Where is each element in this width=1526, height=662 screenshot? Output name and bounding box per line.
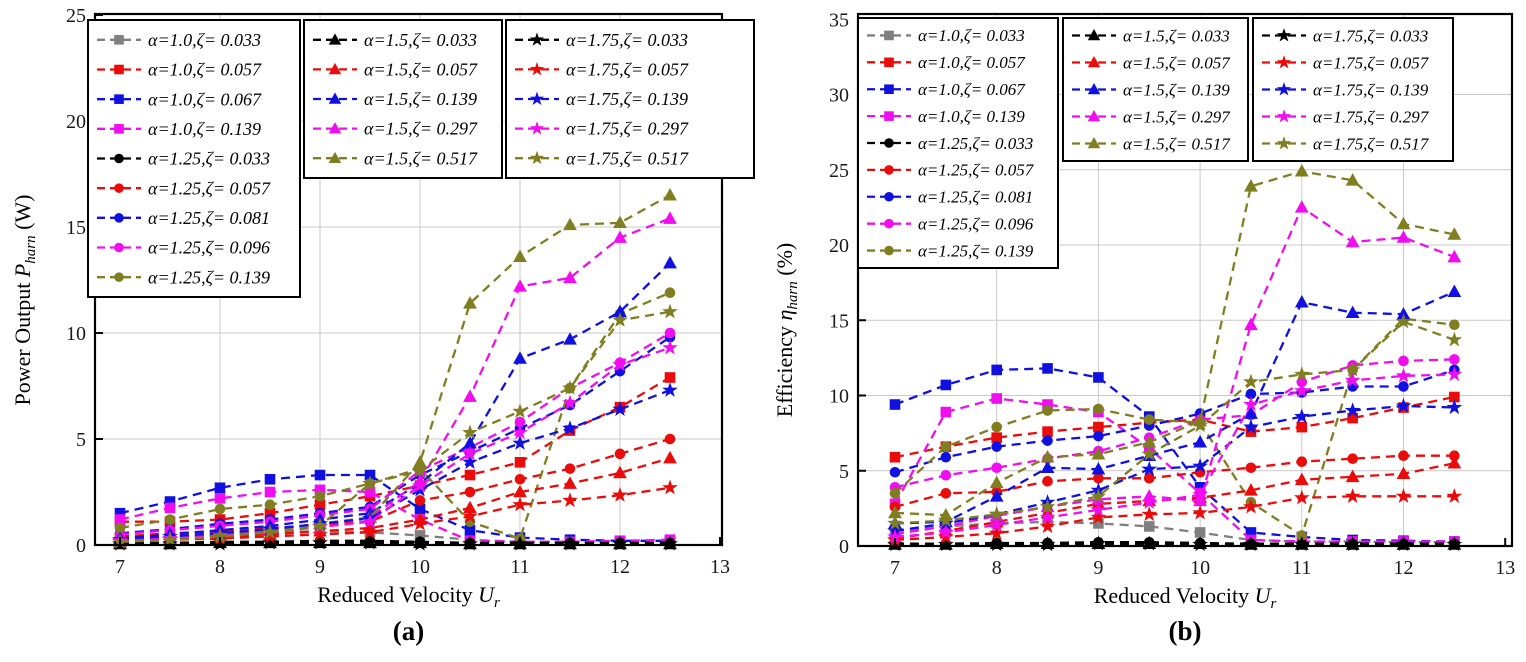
svg-text:α=1.0,ζ= 0.067: α=1.0,ζ= 0.067 [148,89,262,109]
efficiency-chart: 7 8 9 10 11 12 13 0 5 10 15 20 25 30 35 Reduced Velocit… [772,9,1515,612]
svg-text:0: 0 [76,535,86,557]
svg-text:α=1.5,ζ= 0.057: α=1.5,ζ= 0.057 [1123,53,1231,72]
svg-text:α=1.25,ζ= 0.033: α=1.25,ζ= 0.033 [148,149,270,169]
svg-text:10: 10 [66,323,86,345]
svg-text:α=1.25,ζ= 0.081: α=1.25,ζ= 0.081 [918,188,1033,207]
svg-text:α=1.75,ζ= 0.517: α=1.75,ζ= 0.517 [1313,134,1430,153]
svg-text:8: 8 [215,556,225,578]
svg-text:α=1.25,ζ= 0.139: α=1.25,ζ= 0.139 [918,241,1034,260]
svg-text:Power Output Pharn (W): Power Output Pharn (W) [10,194,39,405]
svg-text:13: 13 [1495,557,1515,579]
svg-text:α=1.5,ζ= 0.033: α=1.5,ζ= 0.033 [1123,26,1230,45]
svg-text:α=1.0,ζ= 0.057: α=1.0,ζ= 0.057 [148,60,262,80]
svg-text:30: 30 [829,85,849,107]
svg-text:12: 12 [610,556,630,578]
svg-text:α=1.25,ζ= 0.096: α=1.25,ζ= 0.096 [148,238,270,258]
svg-text:11: 11 [1292,557,1311,579]
svg-text:α=1.5,ζ= 0.033: α=1.5,ζ= 0.033 [364,30,477,50]
svg-text:5: 5 [839,461,849,483]
svg-text:α=1.5,ζ= 0.517: α=1.5,ζ= 0.517 [1123,134,1231,153]
svg-text:α=1.75,ζ= 0.033: α=1.75,ζ= 0.033 [1313,26,1428,45]
svg-text:9: 9 [315,556,325,578]
svg-text:α=1.0,ζ= 0.067: α=1.0,ζ= 0.067 [918,80,1026,99]
svg-text:α=1.25,ζ= 0.081: α=1.25,ζ= 0.081 [148,208,270,228]
svg-text:α=1.75,ζ= 0.139: α=1.75,ζ= 0.139 [1313,80,1429,99]
svg-text:α=1.75,ζ= 0.057: α=1.75,ζ= 0.057 [566,60,689,80]
svg-text:α=1.5,ζ= 0.139: α=1.5,ζ= 0.139 [364,89,477,109]
svg-text:7: 7 [115,556,125,578]
svg-text:α=1.75,ζ= 0.033: α=1.75,ζ= 0.033 [566,30,688,50]
svg-text:α=1.0,ζ= 0.139: α=1.0,ζ= 0.139 [148,119,261,139]
svg-text:α=1.5,ζ= 0.297: α=1.5,ζ= 0.297 [364,119,478,139]
power-output-chart: 7 8 9 10 11 12 13 0 5 10 15 20 25 Reduced Velocity Ur… [10,5,755,611]
svg-text:9: 9 [1093,557,1103,579]
svg-text:10: 10 [1190,557,1210,579]
svg-text:8: 8 [992,557,1002,579]
svg-text:α=1.75,ζ= 0.057: α=1.75,ζ= 0.057 [1313,53,1430,72]
svg-text:Reduced Velocity Ur: Reduced Velocity Ur [1094,583,1277,612]
svg-text:α=1.75,ζ= 0.517: α=1.75,ζ= 0.517 [566,148,689,168]
svg-text:35: 35 [829,9,849,31]
svg-text:α=1.25,ζ= 0.057: α=1.25,ζ= 0.057 [918,161,1035,180]
svg-text:α=1.0,ζ= 0.057: α=1.0,ζ= 0.057 [918,53,1026,72]
svg-text:Reduced Velocity Ur: Reduced Velocity Ur [317,582,500,611]
svg-text:20: 20 [829,235,849,257]
svg-text:10: 10 [829,386,849,408]
svg-text:α=1.75,ζ= 0.297: α=1.75,ζ= 0.297 [1313,107,1430,126]
svg-text:α=1.25,ζ= 0.033: α=1.25,ζ= 0.033 [918,134,1033,153]
svg-text:α=1.75,ζ= 0.139: α=1.75,ζ= 0.139 [566,89,688,109]
svg-text:α=1.5,ζ= 0.057: α=1.5,ζ= 0.057 [364,60,478,80]
svg-text:15: 15 [829,310,849,332]
svg-text:α=1.75,ζ= 0.297: α=1.75,ζ= 0.297 [566,119,689,139]
svg-text:13: 13 [710,556,730,578]
svg-text:5: 5 [76,429,86,451]
svg-text:15: 15 [66,217,86,239]
svg-text:α=1.25,ζ= 0.139: α=1.25,ζ= 0.139 [148,267,270,287]
svg-text:10: 10 [410,556,430,578]
svg-text:25: 25 [66,5,86,27]
caption-panel-a: (a) [392,616,425,646]
svg-text:α=1.25,ζ= 0.096: α=1.25,ζ= 0.096 [918,214,1034,233]
svg-text:α=1.25,ζ= 0.057: α=1.25,ζ= 0.057 [148,178,271,198]
svg-text:11: 11 [510,556,529,578]
svg-text:α=1.5,ζ= 0.517: α=1.5,ζ= 0.517 [364,148,478,168]
caption-panel-b: (b) [1168,616,1202,646]
svg-text:α=1.0,ζ= 0.033: α=1.0,ζ= 0.033 [918,26,1025,45]
svg-text:7: 7 [890,557,900,579]
svg-text:α=1.0,ζ= 0.033: α=1.0,ζ= 0.033 [148,30,261,50]
svg-text:α=1.5,ζ= 0.297: α=1.5,ζ= 0.297 [1123,107,1231,126]
svg-text:α=1.0,ζ= 0.139: α=1.0,ζ= 0.139 [918,107,1025,126]
svg-text:Efficiency ηharn (%): Efficiency ηharn (%) [772,243,801,417]
svg-text:0: 0 [839,536,849,558]
svg-text:α=1.5,ζ= 0.139: α=1.5,ζ= 0.139 [1123,80,1230,99]
svg-text:12: 12 [1394,557,1414,579]
svg-text:20: 20 [66,111,86,133]
svg-text:25: 25 [829,160,849,182]
